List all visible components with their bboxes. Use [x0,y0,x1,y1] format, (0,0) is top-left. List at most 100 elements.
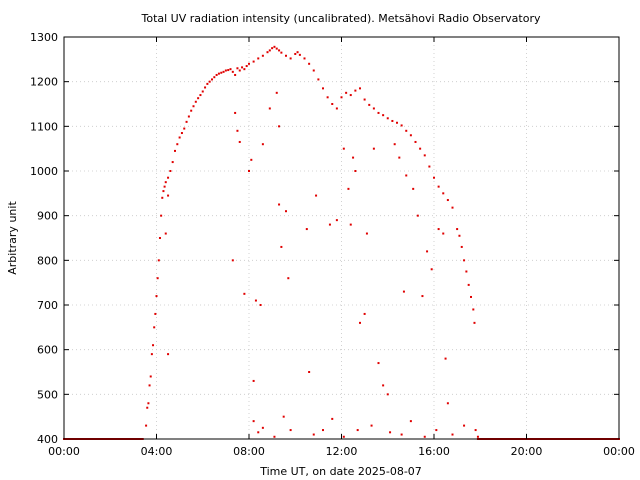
data-point [259,304,262,306]
data-point [377,362,380,365]
data-point [199,94,202,97]
x-axis-label: Time UT, on date 2025-08-07 [259,465,422,478]
data-point [261,143,264,146]
data-point [305,228,308,231]
data-point [185,120,188,123]
data-point [463,424,466,427]
y-tick-label: 1000 [30,165,58,178]
data-point [152,344,155,347]
data-point [463,259,466,262]
data-point [409,420,412,423]
data-point [342,435,345,438]
data-point [204,86,207,89]
data-point [328,223,331,226]
data-point [178,136,181,139]
data-point [352,156,355,159]
data-point [241,66,244,69]
data-point [280,245,283,248]
data-point [285,210,287,213]
data-point [308,62,311,65]
data-point [238,140,241,143]
data-point [211,78,213,81]
data-point [222,70,225,73]
data-point [154,312,157,315]
data-point [312,69,315,72]
data-point [268,49,271,52]
data-point [467,283,470,286]
grid-lines [64,37,619,439]
data-point [147,402,150,405]
data-point [326,96,329,99]
data-point [231,70,234,73]
data-point [156,277,159,280]
data-point [266,51,269,54]
data-point [161,196,164,199]
data-point [363,312,366,315]
data-point [470,295,472,298]
data-point [187,115,190,118]
data-point [238,69,241,72]
data-point [287,277,290,280]
data-point [150,353,153,356]
data-point [252,379,255,382]
data-point [382,384,385,387]
data-point [372,107,375,110]
data-point [442,192,445,195]
data-point [377,111,380,114]
data-point [419,147,422,150]
data-point [234,73,237,76]
data-point [446,199,449,202]
data-point [444,357,447,360]
data-point [317,78,320,81]
x-tick-label: 00:00 [603,445,635,458]
x-tick-label: 04:00 [141,445,173,458]
data-point [294,52,297,55]
data-point [296,51,299,54]
data-point [257,431,260,434]
data-point [349,94,352,97]
data-point [248,62,250,65]
data-point [257,57,260,60]
data-point [370,424,373,427]
data-point [372,147,375,150]
data-point [472,308,475,311]
data-point [354,170,357,172]
data-point [224,69,227,72]
data-point [217,72,220,75]
data-point [236,129,239,132]
data-point [400,124,403,127]
data-point [456,228,459,231]
y-tick-label: 400 [37,433,58,446]
data-point [273,435,276,438]
data-point [275,91,278,94]
data-point [437,185,440,188]
data-point [382,114,385,117]
data-point [347,187,350,190]
data-point [164,232,167,235]
data-point [273,45,276,48]
data-point [423,154,426,157]
data-point [446,402,449,405]
data-point [167,176,170,179]
data-point [285,54,287,57]
data-point [171,161,174,164]
data-point [430,268,433,271]
data-point [359,321,361,324]
data-point [174,149,176,152]
data-point [183,127,186,130]
data-point [261,426,264,429]
y-axis-label: Arbitrary unit [6,201,19,275]
data-point [275,47,278,50]
data-point [145,424,148,427]
data-point [167,353,170,356]
data-point [437,228,440,231]
data-point [393,143,396,146]
data-point [451,206,454,209]
data-point [208,80,211,83]
data-point [282,415,285,418]
data-point [261,54,264,57]
data-point [201,90,204,93]
data-points [63,45,620,440]
data-point [180,132,183,135]
